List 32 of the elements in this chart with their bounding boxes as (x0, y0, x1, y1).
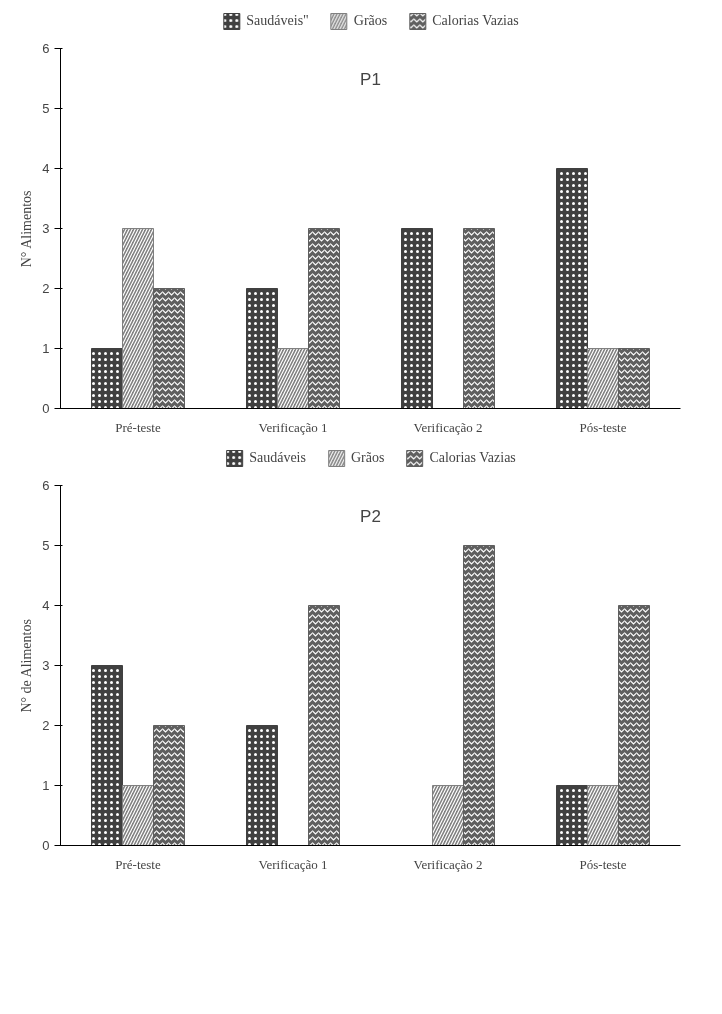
y-tick-label: 3 (42, 658, 50, 673)
x-tick-label: Verificação 2 (413, 419, 483, 435)
text: P1 (360, 69, 381, 89)
y-tick-label: 0 (42, 838, 50, 853)
text: P2 (360, 506, 381, 526)
x-tick-label: Verificação 2 (413, 856, 483, 872)
x-tick-label: Pré-teste (115, 419, 161, 435)
y-tick-label: 6 (42, 478, 50, 493)
y-tick-label: 3 (42, 221, 50, 236)
legend-label: Saudáveis (249, 450, 306, 466)
y-tick-label: 1 (42, 341, 50, 356)
legend-label: Calorias Vazias (429, 450, 516, 466)
legend-label: Grãos (353, 13, 388, 29)
y-tick-label: 2 (42, 281, 50, 296)
y-tick-label: 0 (42, 401, 50, 416)
legend-label: Grãos (350, 450, 385, 466)
legend-label: Saudáveis" (246, 13, 309, 29)
y-tick-label: 1 (42, 778, 50, 793)
y-tick-label: 4 (42, 598, 50, 613)
legend-label: Calorias Vazias (432, 13, 519, 29)
y-axis-title: N° de Alimentos (19, 619, 35, 713)
x-tick-label: Pós-teste (579, 856, 627, 872)
y-tick-label: 4 (42, 161, 50, 176)
y-axis-title: N° Alimentos (19, 190, 35, 268)
x-tick-label: Pós-teste (579, 419, 627, 435)
y-tick-label: 6 (42, 41, 50, 56)
x-tick-label: Pré-teste (115, 856, 161, 872)
x-tick-label: Verificação 1 (258, 419, 328, 435)
y-tick-label: 2 (42, 718, 50, 733)
x-tick-label: Verificação 1 (258, 856, 328, 872)
y-tick-label: 5 (42, 101, 50, 116)
y-tick-label: 5 (42, 538, 50, 553)
